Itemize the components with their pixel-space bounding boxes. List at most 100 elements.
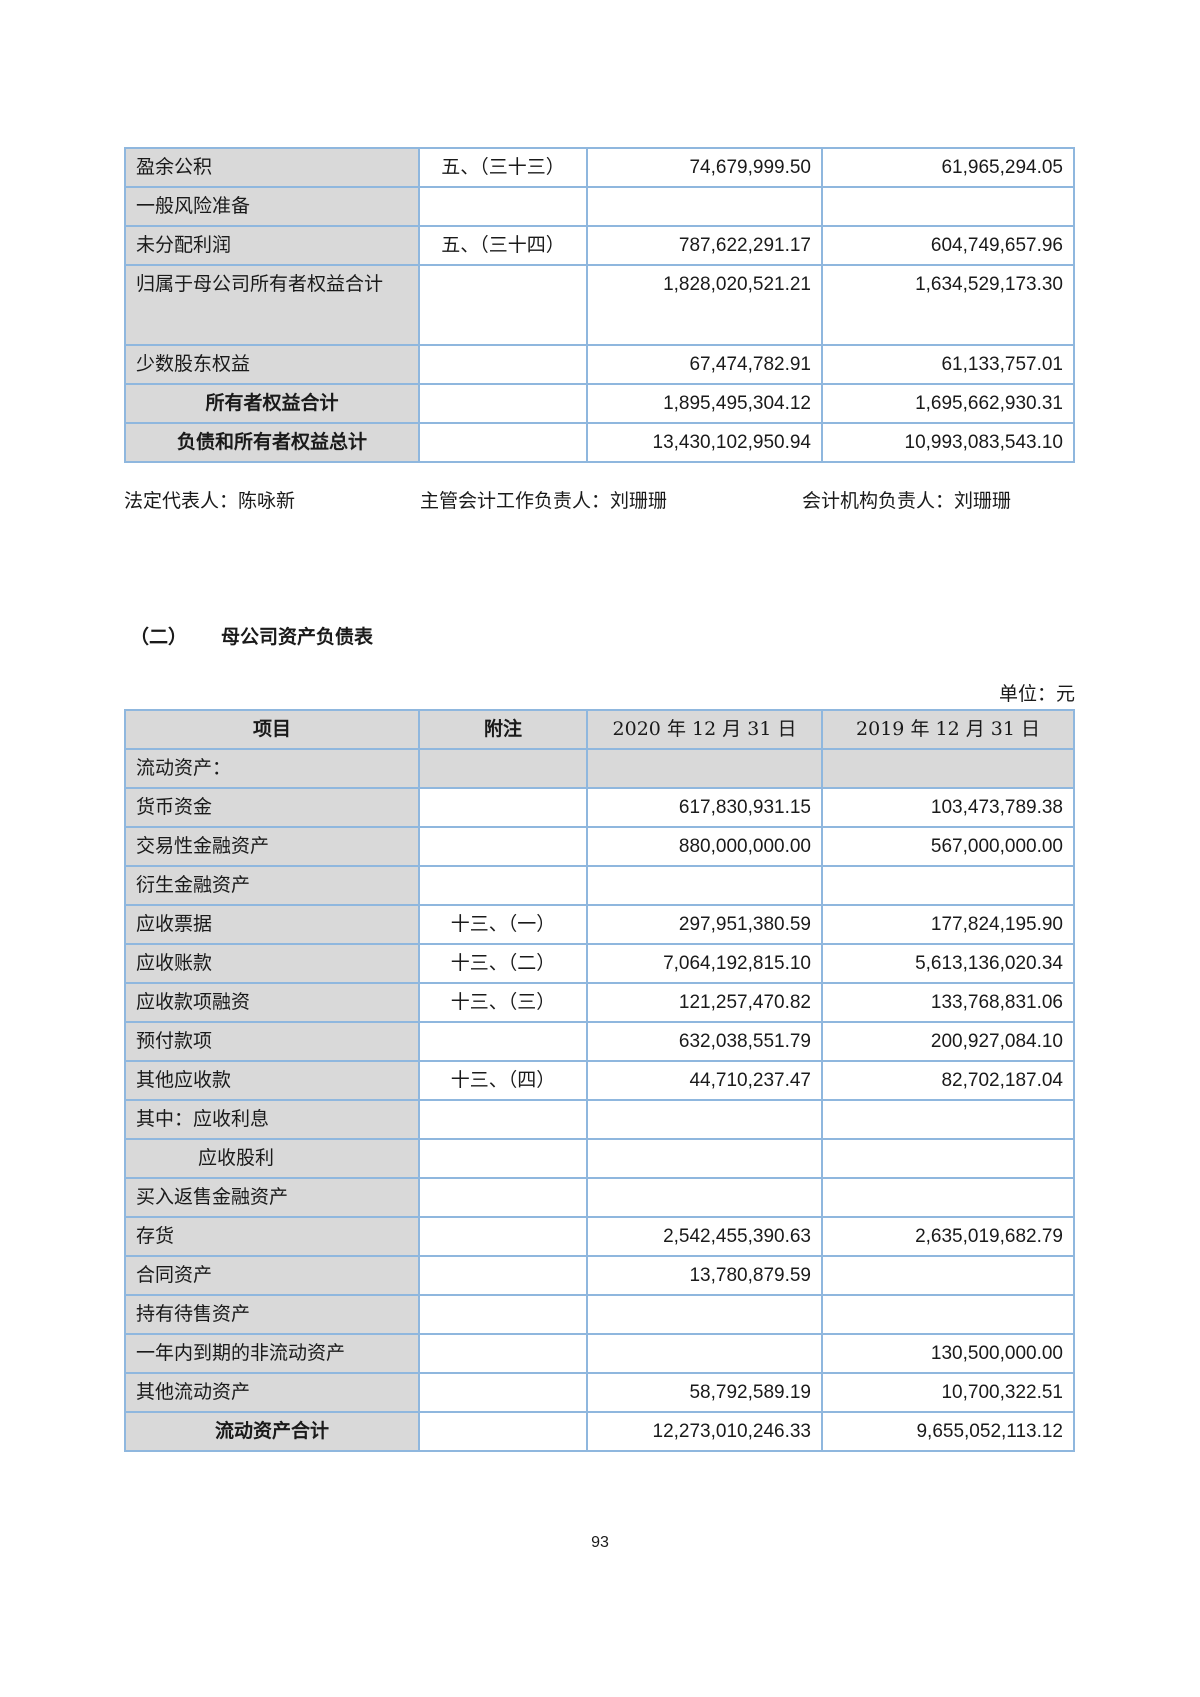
row-value-2019: 2,635,019,682.79 (821, 1216, 1075, 1257)
row-value-2020: 67,474,782.91 (586, 344, 823, 385)
row-value-2020 (586, 186, 823, 227)
row-item: 交易性金融资产 (124, 826, 420, 867)
row-item: 应收股利 (124, 1138, 420, 1179)
row-value-2020: 121,257,470.82 (586, 982, 823, 1023)
row-item: 应收账款 (124, 943, 420, 984)
row-item: 买入返售金融资产 (124, 1177, 420, 1218)
row-value-2019: 10,993,083,543.10 (821, 422, 1075, 463)
row-note: 十三、（二） (418, 943, 588, 984)
table-row: 交易性金融资产 880,000,000.00 567,000,000.00 (124, 826, 1075, 867)
row-value-2020: 880,000,000.00 (586, 826, 823, 867)
row-value-2020 (586, 1294, 823, 1335)
table-row: 归属于母公司所有者权益合计 1,828,020,521.21 1,634,529,1… (124, 264, 1075, 346)
row-value-2020: 7,064,192,815.10 (586, 943, 823, 984)
row-value-2020: 1,895,495,304.12 (586, 383, 823, 424)
row-item: 所有者权益合计 (124, 383, 420, 424)
row-item: 应收款项融资 (124, 982, 420, 1023)
table-row: 一般风险准备 (124, 186, 1075, 227)
row-value-2020: 632,038,551.79 (586, 1021, 823, 1062)
table-row: 货币资金 617,830,931.15 103,473,789.38 (124, 787, 1075, 828)
table-row: 所有者权益合计 1,895,495,304.12 1,695,662,930.31 (124, 383, 1075, 424)
header-2020: 2020 年 12 月 31 日 (586, 709, 823, 750)
row-value-2020: 13,780,879.59 (586, 1255, 823, 1296)
row-value-2019 (821, 865, 1075, 906)
table-row: 应收股利 (124, 1138, 1075, 1179)
row-note: 五、（三十四） (418, 225, 588, 266)
table-row: 未分配利润 五、（三十四） 787,622,291.17 604,749,657.96 (124, 225, 1075, 266)
row-value-2020: 58,792,589.19 (586, 1372, 823, 1413)
accounting-dept-head: 会计机构负责人：刘珊珊 (802, 490, 1012, 512)
row-value-2019: 130,500,000.00 (821, 1333, 1075, 1374)
row-item: 衍生金融资产 (124, 865, 420, 906)
table-row: 其中：应收利息 (124, 1099, 1075, 1140)
table-row: 应收票据 十三、（一） 297,951,380.59 177,824,195.90 (124, 904, 1075, 945)
row-value-2019: 1,695,662,930.31 (821, 383, 1075, 424)
row-value-2019: 61,965,294.05 (821, 147, 1075, 188)
page-number: 93 (591, 1534, 609, 1551)
row-note (418, 344, 588, 385)
row-value-2020: 297,951,380.59 (586, 904, 823, 945)
row-note (418, 1294, 588, 1335)
row-note (418, 748, 588, 789)
section-title: 母公司资产负债表 (221, 626, 374, 648)
parent-balance-sheet-table: 项目 附注 2020 年 12 月 31 日 2019 年 12 月 31 日 … (124, 709, 1075, 1452)
row-item: 盈余公积 (124, 147, 420, 188)
row-value-2020: 1,828,020,521.21 (586, 264, 823, 346)
table-row: 应收账款 十三、（二） 7,064,192,815.10 5,613,136,020.… (124, 943, 1075, 984)
row-value-2020: 12,273,010,246.33 (586, 1411, 823, 1452)
row-value-2019: 133,768,831.06 (821, 982, 1075, 1023)
header-item: 项目 (124, 709, 420, 750)
row-item: 其他应收款 (124, 1060, 420, 1101)
row-value-2019: 82,702,187.04 (821, 1060, 1075, 1101)
row-value-2019: 604,749,657.96 (821, 225, 1075, 266)
row-value-2019: 1,634,529,173.30 (821, 264, 1075, 346)
table-row: 其他应收款 十三、（四） 44,710,237.47 82,702,187.04 (124, 1060, 1075, 1101)
row-note: 五、（三十三） (418, 147, 588, 188)
row-value-2019: 5,613,136,020.34 (821, 943, 1075, 984)
row-value-2020: 617,830,931.15 (586, 787, 823, 828)
row-value-2020: 2,542,455,390.63 (586, 1216, 823, 1257)
row-item: 预付款项 (124, 1021, 420, 1062)
table-row: 合同资产 13,780,879.59 (124, 1255, 1075, 1296)
row-note (418, 826, 588, 867)
row-note: 十三、（四） (418, 1060, 588, 1101)
section-heading: （二） 母公司资产负债表 (130, 622, 407, 649)
table-row: 持有待售资产 (124, 1294, 1075, 1335)
table-row: 应收款项融资 十三、（三） 121,257,470.82 133,768,831.06 (124, 982, 1075, 1023)
row-item: 一般风险准备 (124, 186, 420, 227)
row-item: 流动资产合计 (124, 1411, 420, 1452)
row-value-2020 (586, 1177, 823, 1218)
row-note (418, 1216, 588, 1257)
row-note (418, 1411, 588, 1452)
accounting-head: 主管会计工作负责人：刘珊珊 (420, 490, 668, 512)
section-number: （二） (130, 626, 188, 648)
row-value-2020: 787,622,291.17 (586, 225, 823, 266)
table-row: 其他流动资产 58,792,589.19 10,700,322.51 (124, 1372, 1075, 1413)
row-note (418, 1372, 588, 1413)
table-row: 盈余公积 五、（三十三） 74,679,999.50 61,965,294.05 (124, 147, 1075, 188)
row-item: 应收票据 (124, 904, 420, 945)
row-note (418, 787, 588, 828)
table-row: 流动资产合计 12,273,010,246.33 9,655,052,113.12 (124, 1411, 1075, 1452)
row-item: 负债和所有者权益总计 (124, 422, 420, 463)
table-row: 预付款项 632,038,551.79 200,927,084.10 (124, 1021, 1075, 1062)
row-value-2019 (821, 1255, 1075, 1296)
row-value-2020 (586, 1138, 823, 1179)
table-row: 一年内到期的非流动资产 130,500,000.00 (124, 1333, 1075, 1374)
row-value-2020 (586, 1099, 823, 1140)
row-value-2019 (821, 186, 1075, 227)
table-row: 衍生金融资产 (124, 865, 1075, 906)
row-note (418, 865, 588, 906)
row-note (418, 264, 588, 346)
row-item: 其他流动资产 (124, 1372, 420, 1413)
table-row: 少数股东权益 67,474,782.91 61,133,757.01 (124, 344, 1075, 385)
row-item: 货币资金 (124, 787, 420, 828)
row-item: 一年内到期的非流动资产 (124, 1333, 420, 1374)
row-value-2019: 10,700,322.51 (821, 1372, 1075, 1413)
row-value-2020 (586, 1333, 823, 1374)
row-value-2019 (821, 1177, 1075, 1218)
row-item: 存货 (124, 1216, 420, 1257)
row-value-2020 (586, 748, 823, 789)
row-value-2019: 9,655,052,113.12 (821, 1411, 1075, 1452)
row-value-2020: 74,679,999.50 (586, 147, 823, 188)
